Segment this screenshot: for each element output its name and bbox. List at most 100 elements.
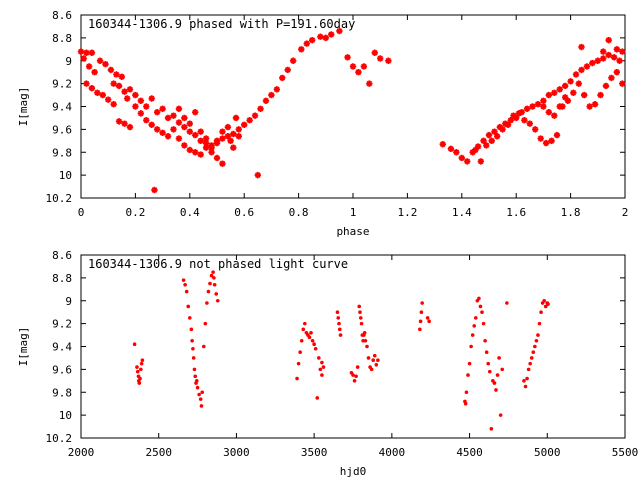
data-point	[362, 330, 367, 335]
data-point	[371, 358, 376, 363]
data-point	[336, 316, 341, 320]
data-point	[602, 82, 610, 90]
data-point	[209, 273, 214, 278]
data-point	[374, 363, 379, 367]
data-point	[539, 310, 543, 314]
x-tick-label: 1	[350, 206, 357, 219]
data-point	[610, 54, 618, 61]
chart-title: 160344-1306.9 phased with P=191.60day	[88, 17, 355, 31]
x-tick-label: 2	[622, 206, 629, 219]
data-point	[533, 344, 537, 349]
data-point	[355, 365, 360, 369]
data-point	[613, 46, 621, 53]
data-point	[371, 49, 378, 56]
data-point	[213, 139, 221, 147]
x-tick-label: 0	[78, 206, 85, 219]
data-point	[605, 51, 612, 59]
data-point	[232, 114, 240, 122]
data-point	[477, 296, 481, 301]
data-point	[502, 120, 509, 127]
data-point	[536, 333, 540, 337]
data-point	[96, 57, 104, 64]
y-axis-label: I[mag]	[17, 327, 30, 367]
data-point	[546, 302, 550, 306]
data-point	[132, 342, 137, 347]
data-point	[88, 85, 96, 92]
data-point	[578, 66, 585, 74]
x-tick-label: 4500	[456, 446, 483, 459]
data-point	[492, 381, 497, 385]
data-point	[518, 109, 525, 116]
data-point	[197, 151, 204, 158]
data-point	[192, 109, 199, 116]
data-point	[192, 149, 199, 156]
data-point	[251, 112, 259, 119]
data-point	[556, 103, 563, 110]
data-point	[507, 117, 514, 124]
data-point	[521, 117, 528, 124]
data-point	[170, 112, 177, 119]
y-tick-label: 8.6	[52, 9, 72, 22]
y-tick-label: 9.2	[52, 78, 72, 91]
data-point	[175, 105, 183, 112]
data-point	[299, 338, 304, 343]
data-point	[500, 367, 505, 372]
data-point	[153, 126, 161, 133]
data-point	[608, 74, 615, 82]
data-point	[534, 338, 539, 343]
data-point	[372, 353, 377, 358]
data-point	[186, 146, 193, 154]
data-point	[572, 71, 580, 78]
data-point	[200, 390, 205, 395]
data-point	[317, 33, 324, 40]
data-point	[188, 316, 192, 320]
data-point	[191, 356, 196, 360]
data-point	[355, 68, 362, 76]
data-point	[359, 321, 364, 326]
data-point	[352, 379, 357, 383]
y-tick-label: 10.2	[46, 192, 73, 205]
data-point	[351, 373, 355, 377]
data-point	[230, 144, 237, 151]
data-point	[358, 310, 362, 314]
data-point	[107, 66, 115, 74]
data-point	[505, 301, 509, 305]
data-point	[473, 316, 478, 320]
data-point	[138, 376, 142, 381]
data-point	[385, 57, 392, 64]
data-point	[211, 270, 215, 274]
data-point	[600, 55, 607, 62]
data-point	[143, 103, 150, 110]
y-tick-label: 8.6	[52, 249, 72, 262]
data-point	[322, 34, 329, 42]
data-point	[463, 401, 468, 406]
data-point	[219, 135, 226, 142]
x-tick-label: 0.6	[234, 206, 254, 219]
data-point	[181, 114, 188, 122]
x-tick-label: 5000	[534, 446, 561, 459]
data-point	[153, 109, 161, 116]
data-point	[613, 68, 621, 76]
data-point	[309, 36, 316, 44]
data-point	[320, 360, 324, 365]
data-point	[567, 78, 574, 85]
data-point	[488, 137, 495, 145]
data-point	[427, 319, 431, 324]
data-point	[619, 80, 626, 87]
data-point	[298, 46, 305, 53]
data-point	[201, 344, 206, 349]
data-point	[418, 327, 422, 332]
data-point	[148, 121, 155, 128]
data-point	[139, 361, 144, 366]
x-tick-label: 0.2	[125, 206, 145, 219]
data-point	[212, 276, 216, 280]
x-tick-label: 1.4	[452, 206, 472, 219]
data-point	[184, 289, 189, 294]
data-point	[510, 112, 517, 119]
data-point	[537, 321, 542, 326]
y-tick-label: 10	[59, 409, 72, 422]
data-point	[498, 413, 503, 417]
data-point	[186, 304, 191, 309]
data-point	[273, 86, 281, 93]
